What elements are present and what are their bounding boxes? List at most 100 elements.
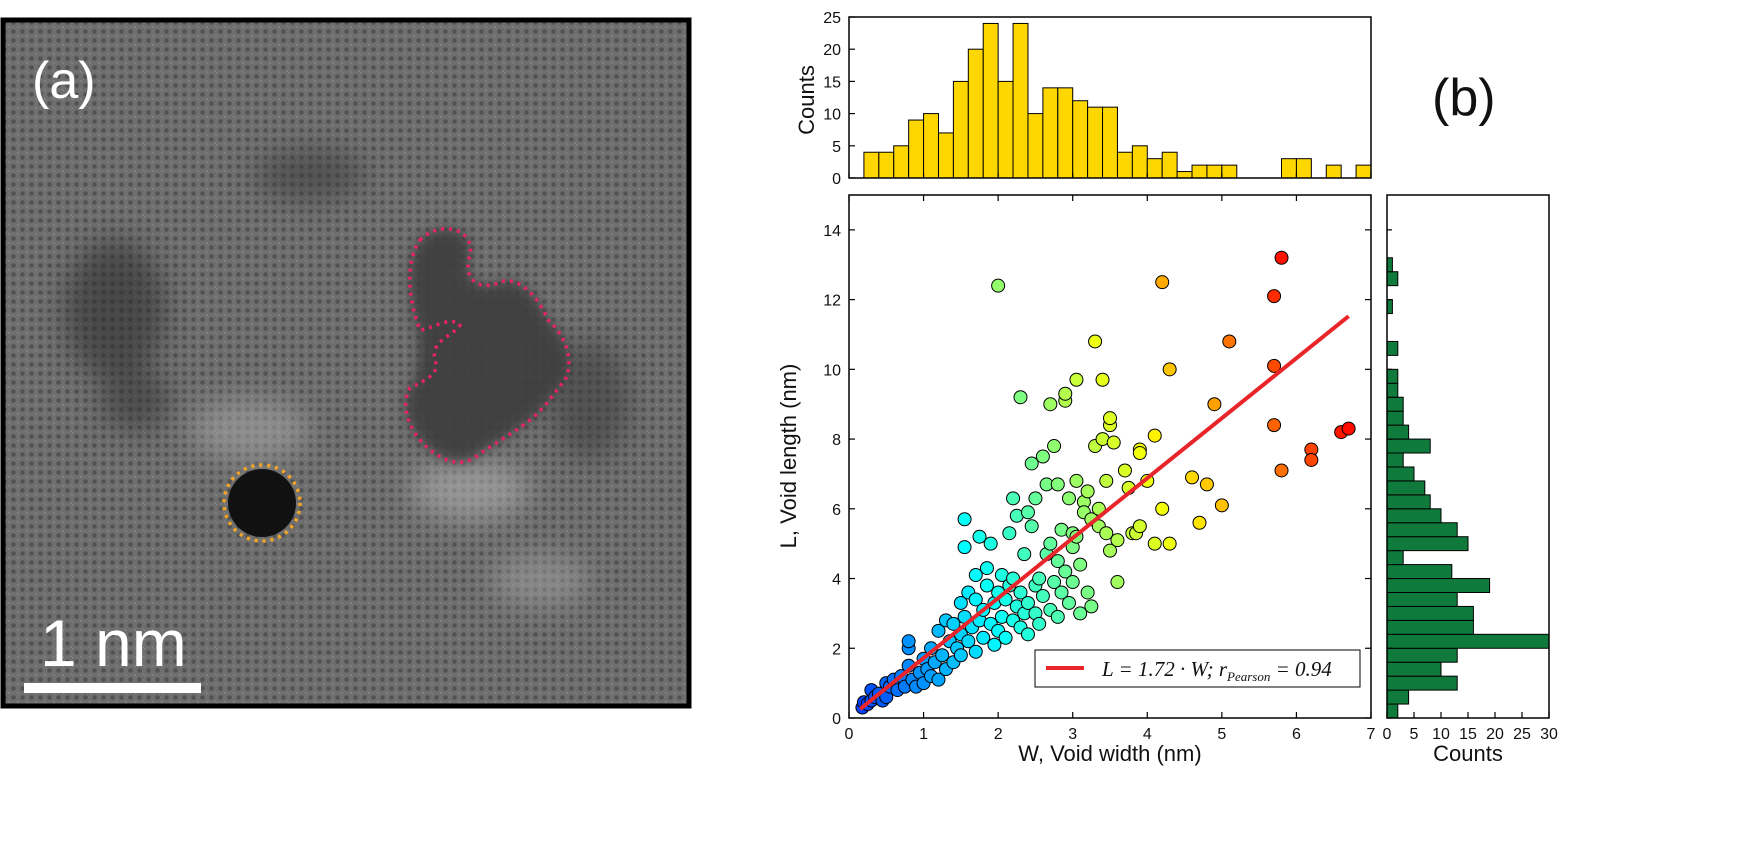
data-point <box>1132 446 1147 461</box>
round-void <box>228 469 296 537</box>
data-point <box>1069 529 1084 544</box>
data-point <box>1267 418 1282 433</box>
data-point <box>994 609 1009 624</box>
right-hist-x-tick-label: 15 <box>1459 726 1477 743</box>
top-hist-bar <box>937 132 954 179</box>
right-hist-bar <box>1386 452 1404 468</box>
data-point <box>1199 477 1214 492</box>
right-hist-bar <box>1386 271 1399 287</box>
top-hist-bar <box>1072 100 1089 179</box>
top-hist-bar <box>1131 145 1148 179</box>
x-tick-label: 2 <box>994 726 1003 743</box>
data-point <box>957 540 972 555</box>
data-point <box>890 683 905 698</box>
data-point <box>987 637 1002 652</box>
top-histogram: 0 5 10 15 20 25 <box>823 10 1372 188</box>
data-point <box>968 592 983 607</box>
data-point <box>1088 439 1103 454</box>
data-point <box>1103 411 1117 426</box>
data-point <box>1058 564 1073 579</box>
top-hist-bar <box>1191 164 1208 179</box>
data-point <box>1110 533 1125 548</box>
scale-bar <box>24 683 201 693</box>
data-point <box>1192 515 1207 530</box>
data-point <box>1274 250 1289 265</box>
data-point <box>1162 362 1177 377</box>
data-point <box>1099 473 1114 488</box>
data-point <box>1110 575 1125 590</box>
data-point <box>864 693 879 708</box>
x-tick-label: 7 <box>1367 726 1376 743</box>
data-point <box>931 672 946 687</box>
top-histogram-ylabel: Counts <box>794 65 819 135</box>
data-point <box>935 648 950 663</box>
data-point <box>1129 526 1144 541</box>
right-hist-bar <box>1386 703 1399 719</box>
x-tick-label: 5 <box>1217 726 1226 743</box>
data-point <box>1069 372 1084 387</box>
data-point <box>1222 334 1237 349</box>
data-point <box>875 693 890 708</box>
data-point <box>1304 452 1319 467</box>
data-point <box>1035 588 1050 603</box>
data-point <box>1065 575 1080 590</box>
data-point <box>991 623 1006 638</box>
data-point <box>1080 484 1095 499</box>
data-point <box>1155 275 1170 290</box>
data-point <box>1013 620 1028 635</box>
data-point <box>1020 595 1035 610</box>
y-tick-label: 10 <box>823 362 841 379</box>
top-hist-bar <box>1102 106 1118 179</box>
data-point <box>1106 435 1121 450</box>
top-hist-bar <box>1087 106 1104 179</box>
data-point <box>912 665 927 680</box>
right-histogram: 0 5 10 15 20 25 30 <box>1383 229 1558 743</box>
right-hist-bar <box>1386 480 1426 496</box>
data-point <box>1207 397 1222 412</box>
data-point <box>855 700 870 715</box>
scatter-frame <box>848 194 1372 719</box>
data-point <box>916 651 931 666</box>
data-point <box>991 278 1006 293</box>
top-hist-y-tick-label: 20 <box>823 42 841 59</box>
data-point <box>1035 449 1050 464</box>
right-hist-bar <box>1386 605 1474 621</box>
data-point <box>957 609 972 624</box>
data-point <box>998 592 1013 607</box>
right-hist-bar <box>1386 382 1399 398</box>
data-point <box>1080 585 1095 600</box>
data-point <box>976 630 991 645</box>
micro-frame <box>0 17 692 709</box>
y-tick-label: 12 <box>823 293 841 310</box>
data-point <box>1050 609 1065 624</box>
data-point <box>1132 442 1147 457</box>
data-point <box>1267 289 1282 304</box>
data-point <box>1024 519 1039 534</box>
y-tick-label: 6 <box>832 502 841 519</box>
top-hist-bar <box>967 48 984 179</box>
data-point <box>901 641 916 656</box>
top-hist-bar <box>1116 151 1133 179</box>
data-point <box>979 578 994 593</box>
round-void-outline <box>222 463 302 543</box>
data-point <box>1132 519 1147 534</box>
top-hist-bar <box>1161 151 1178 179</box>
data-point <box>1147 536 1162 551</box>
y-tick-label: 8 <box>832 432 841 449</box>
data-point <box>1013 390 1028 405</box>
right-hist-bar <box>1386 424 1410 440</box>
right-hist-bar <box>1386 257 1393 273</box>
data-point <box>1002 526 1017 541</box>
data-point <box>1117 463 1132 478</box>
y-tick-label: 14 <box>823 223 841 240</box>
data-point <box>1050 554 1065 569</box>
data-point <box>998 630 1013 645</box>
x-tick-label: 3 <box>1068 726 1077 743</box>
panel-b-label: (b) <box>1432 69 1496 127</box>
data-point <box>946 655 961 670</box>
data-point <box>983 616 998 631</box>
data-point <box>1058 393 1073 408</box>
data-point <box>961 634 976 649</box>
data-point <box>976 602 991 617</box>
